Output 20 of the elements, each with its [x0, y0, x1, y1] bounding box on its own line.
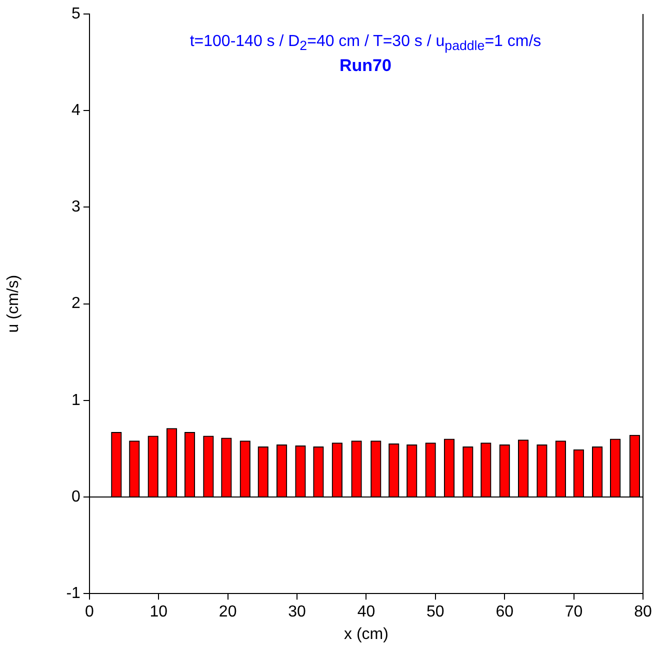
text: t=100-140 s / D$_{2}$=40 cm / T=30 s / u$_{paddle}$=1 cm/s	[188, 33, 542, 54]
text: Run70	[338, 56, 392, 76]
y-tick-label: 2	[72, 295, 81, 312]
x-tick-label: 0	[84, 604, 94, 621]
y-tick-label: 5	[72, 5, 81, 22]
x-tick-label: 70	[564, 604, 583, 621]
y-tick-label: 4	[72, 102, 81, 120]
x-tick-label: 30	[288, 604, 306, 621]
x-axis-title: x (cm)	[344, 626, 388, 643]
y-tick-label: 0	[72, 488, 81, 506]
x-tick-label: 20	[218, 604, 237, 621]
x-tick-label: 40	[357, 604, 376, 621]
x-tick-label: 60	[496, 604, 514, 621]
y-tick-label: -1	[66, 585, 81, 602]
x-tick-label: 10	[150, 604, 168, 621]
y-tick-label: 1	[72, 392, 81, 409]
x-tick-label: 50	[426, 604, 444, 621]
y-axis-title: u (cm/s)	[5, 274, 22, 333]
x-tick-label: 80	[634, 604, 652, 621]
y-tick-label: 3	[72, 198, 81, 216]
